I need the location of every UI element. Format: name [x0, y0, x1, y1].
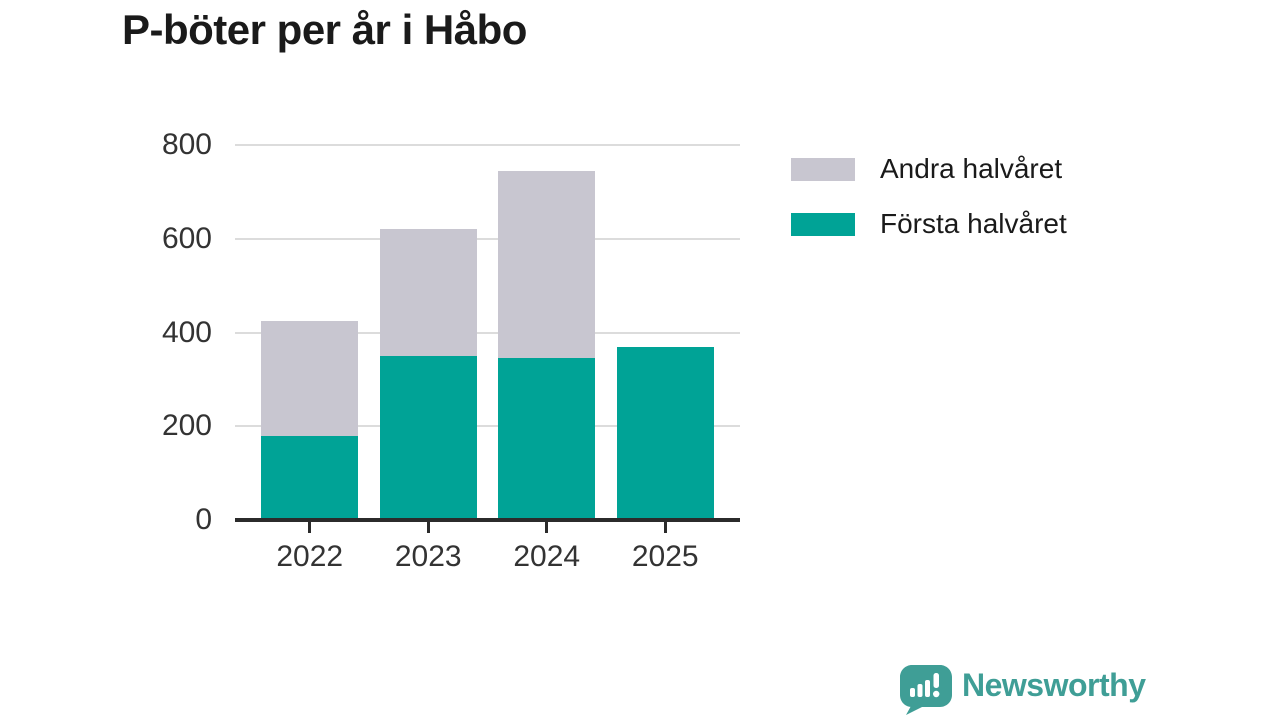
x-axis-line: [235, 518, 740, 522]
x-axis-tick: [308, 522, 312, 533]
legend: Andra halvåret Första halvåret: [791, 153, 1067, 263]
legend-swatch: [791, 157, 855, 181]
bar-2025-första-halvåret: [616, 346, 714, 520]
x-axis-tick-label: 2022: [276, 540, 344, 573]
newsworthy-logo-icon: [900, 665, 952, 715]
legend-item-0: Andra halvåret: [791, 153, 1067, 185]
gridline-800: [235, 144, 740, 146]
x-axis-tick-label: 2025: [631, 540, 699, 573]
gridline-200: [235, 425, 740, 428]
legend-item-1: Första halvåret: [791, 208, 1067, 240]
x-axis-tick: [663, 522, 667, 533]
brand-wordmark: Newsworthy: [962, 667, 1146, 703]
x-axis-tick: [426, 522, 430, 533]
x-axis-tick-label: 2023: [394, 540, 462, 573]
y-axis-tick-label: 600: [161, 221, 212, 255]
gridline-600: [235, 237, 740, 240]
gridline-400: [235, 331, 740, 334]
brand: Newsworthy: [898, 663, 1146, 715]
legend-swatch: [791, 212, 855, 236]
bar-2022-andra-halvåret: [261, 320, 359, 436]
y-axis-tick-label: 0: [195, 503, 212, 536]
y-axis-tick-label: 400: [161, 315, 212, 349]
x-axis-tick: [545, 522, 549, 533]
bar-2023-andra-halvåret: [379, 229, 477, 356]
bar-2024-andra-halvåret: [498, 170, 596, 359]
y-axis-tick-label: 800: [161, 128, 212, 161]
y-axis-tick-label: 200: [161, 409, 212, 443]
bar-2024-första-halvåret: [498, 358, 596, 520]
legend-label: Andra halvåret: [880, 153, 1063, 184]
chart-title: P-böter per år i Håbo: [122, 6, 527, 53]
bar-2023-första-halvåret: [379, 355, 477, 520]
x-axis-tick-label: 2024: [513, 540, 581, 573]
legend-label: Första halvåret: [880, 208, 1067, 239]
bar-2022-första-halvåret: [261, 435, 359, 520]
